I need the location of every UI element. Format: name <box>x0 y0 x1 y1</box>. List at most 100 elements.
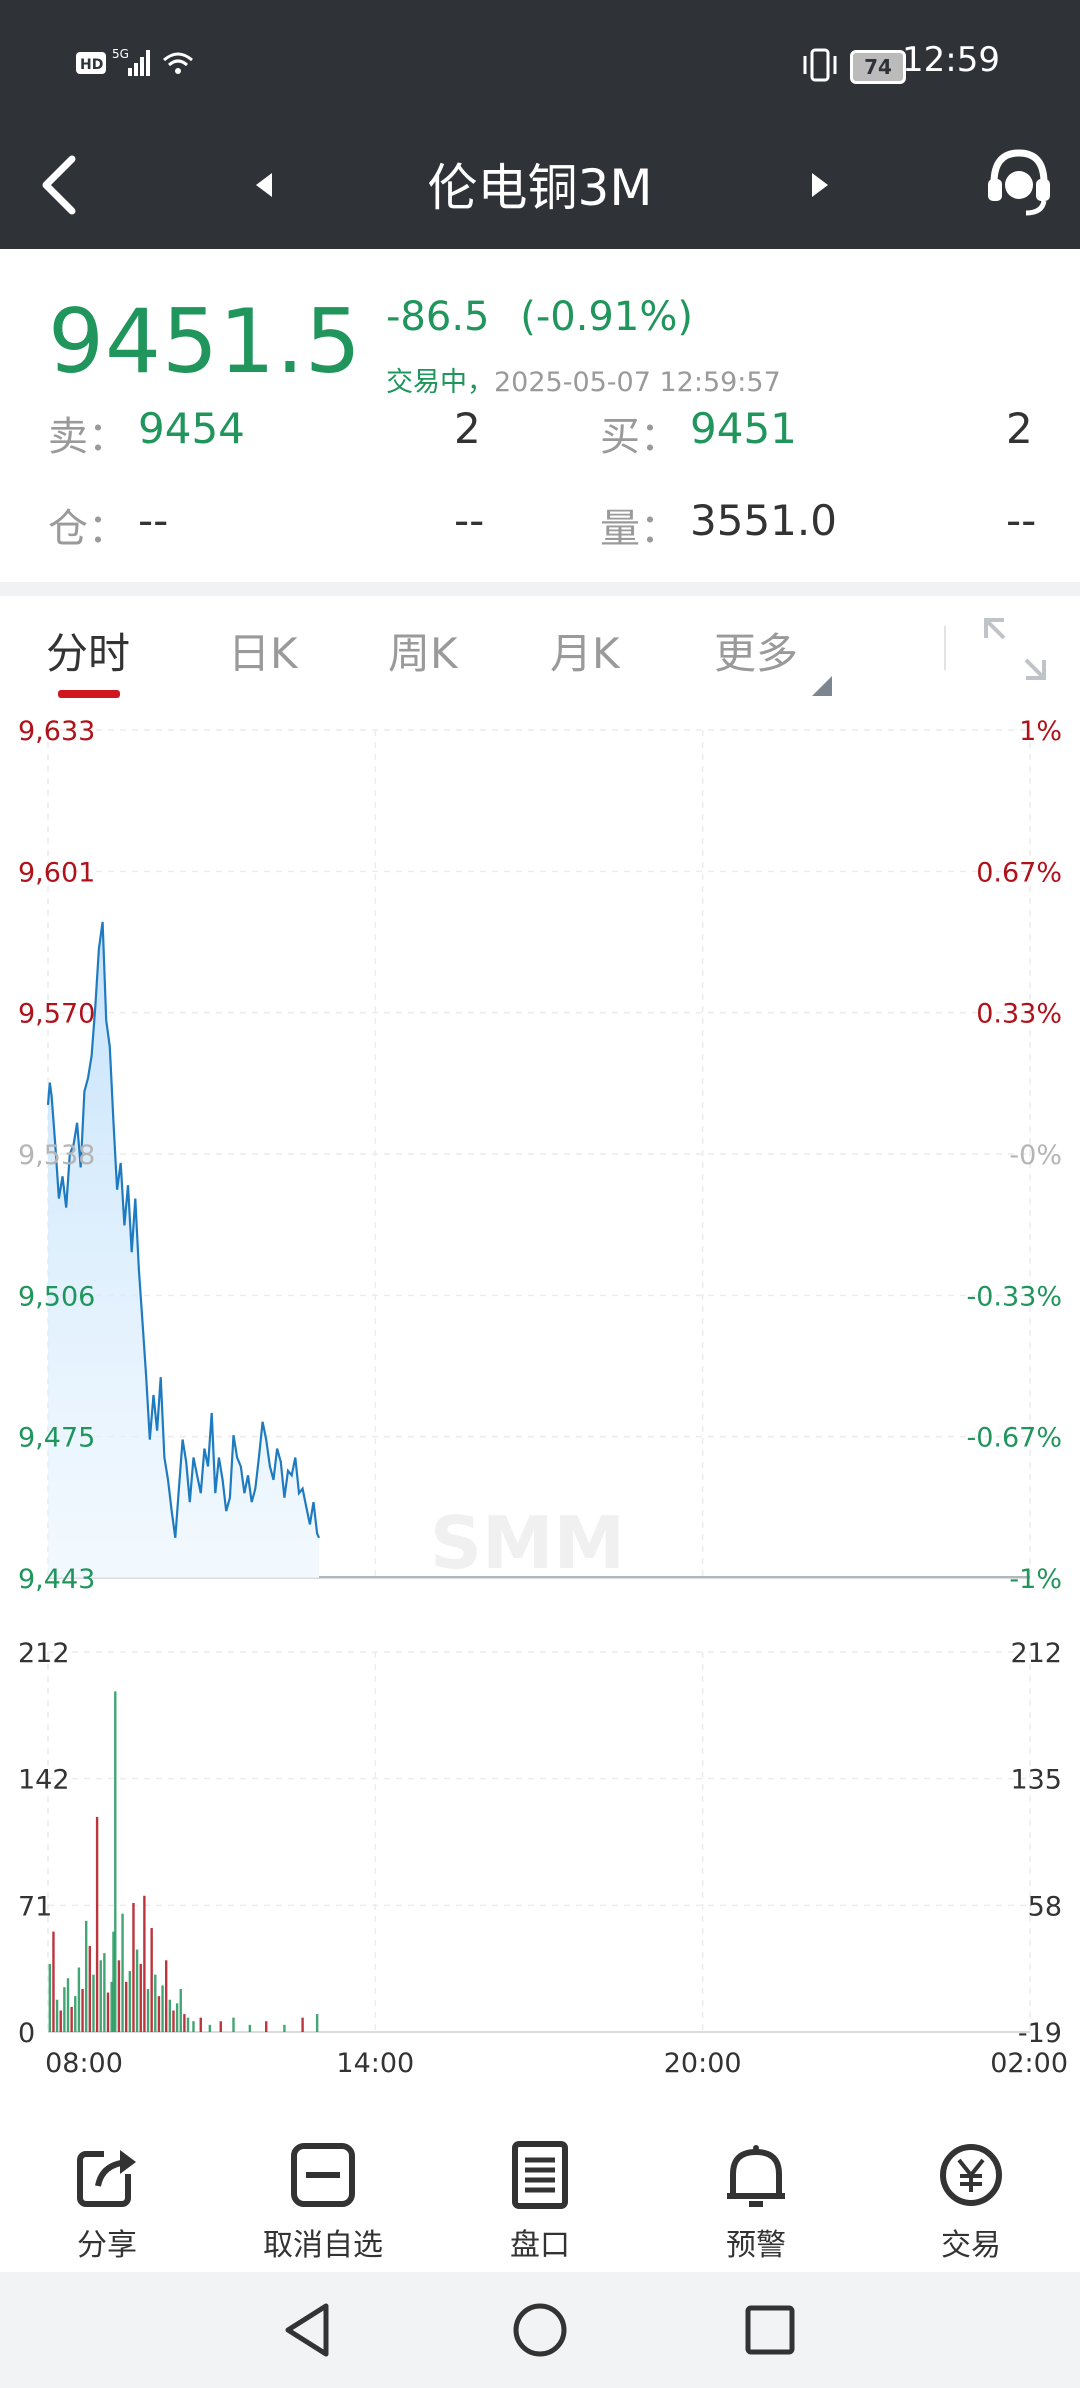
tab-intraday[interactable]: 分时 <box>46 629 131 678</box>
change-value: -86.5 <box>386 294 490 340</box>
price-tick-left: 9,633 <box>18 716 95 747</box>
volume-bar <box>265 2021 268 2032</box>
open-interest-value: -- <box>138 496 169 545</box>
system-nav-bar <box>0 2272 1080 2388</box>
tab-divider <box>944 626 946 670</box>
price-tick-left: 9,601 <box>18 857 95 888</box>
fullscreen-expand-icon[interactable] <box>980 614 1050 684</box>
volume-bar <box>154 1974 157 2032</box>
volume-tick-right: 212 <box>1010 1638 1062 1669</box>
volume-bar <box>172 2010 175 2032</box>
nav-order-book[interactable]: 盘口 <box>465 2140 615 2263</box>
volume-bar <box>74 1996 77 2032</box>
volume-bar <box>59 2010 62 2032</box>
volume-bar <box>165 1960 168 2032</box>
volume-bar <box>315 2014 319 2032</box>
volume-tick-left: 0 <box>18 2018 35 2049</box>
volume-bar <box>248 2024 252 2032</box>
price-tick-left: 9,475 <box>18 1423 95 1454</box>
volume-bar <box>283 2024 286 2032</box>
remove-watchlist-icon <box>291 2143 355 2207</box>
time-tick: 02:00 <box>990 2048 1068 2079</box>
nav-order-book-label: 盘口 <box>510 2228 570 2263</box>
time-tick: 08:00 <box>45 2048 123 2079</box>
more-dropdown-icon <box>810 674 834 702</box>
nav-remove-watchlist[interactable]: 取消自选 <box>248 2140 398 2263</box>
change-percent: (-0.91%) <box>520 294 693 340</box>
volume-bar <box>146 1988 150 2032</box>
customer-service-headset-icon[interactable] <box>984 143 1054 223</box>
volume-bar <box>179 1988 182 2032</box>
nav-home-icon[interactable] <box>508 2298 572 2366</box>
sell-price: 9454 <box>138 404 245 453</box>
nav-trade[interactable]: 交易 <box>896 2140 1046 2263</box>
volume-bar <box>161 1985 164 2032</box>
axis-labels: 9,633 9,601 9,570 9,538 9,506 9,475 9,443 1% 0.6… <box>18 716 1068 2079</box>
volume-bar <box>70 2006 73 2032</box>
tab-monthly-k[interactable]: 月K <box>550 629 620 678</box>
time-tick: 20:00 <box>664 2048 742 2079</box>
back-chevron-icon[interactable] <box>28 149 88 219</box>
chart-watermark: SMM <box>430 1501 625 1585</box>
tab-daily-k[interactable]: 日K <box>228 629 298 678</box>
volume-bar <box>48 1963 52 2032</box>
volume-bar <box>66 1978 70 2032</box>
volume-bar <box>199 2017 202 2032</box>
trade-status-line: 交易中，2025-05-07 12:59:57 <box>386 360 781 399</box>
volume-bar <box>92 1974 95 2032</box>
buy-price: 9451 <box>690 404 797 453</box>
price-change: -86.5 (-0.91%) <box>386 294 693 340</box>
volume-bar <box>103 1953 106 2032</box>
last-price: 9451.5 <box>48 290 362 393</box>
nav-trade-label: 交易 <box>941 2228 1001 2263</box>
percent-tick-right: -0.67% <box>966 1423 1062 1454</box>
yen-circle-icon <box>940 2144 1002 2206</box>
triangle-right-icon[interactable] <box>800 155 840 215</box>
price-line <box>46 921 321 1539</box>
volume-bar <box>186 2017 190 2032</box>
intraday-chart[interactable]: SMM 9,633 9,601 9,570 9,538 9,506 9,475 9,443 1… <box>0 700 1080 2080</box>
section-divider <box>0 582 1080 596</box>
percent-tick-right: 0.33% <box>976 999 1062 1030</box>
volume-bar <box>175 2003 179 2032</box>
svg-text:HD: HD <box>80 57 103 73</box>
nav-back-icon[interactable] <box>276 2298 340 2366</box>
nav-share[interactable]: 分享 <box>32 2140 182 2263</box>
volume-bar <box>192 2021 195 2032</box>
volume-bar <box>219 2021 222 2032</box>
status-time: 12:59 <box>902 40 1000 80</box>
volume-bar <box>88 1945 92 2032</box>
volume-bar <box>132 1902 135 2032</box>
open-interest-label: 仓： <box>48 506 128 552</box>
volume-tick-left: 71 <box>18 1891 52 1922</box>
volume-bar <box>84 1920 88 2032</box>
nav-alert-label: 预警 <box>726 2228 786 2263</box>
volume-bars <box>48 1691 319 2032</box>
price-tick-left: 9,538 <box>18 1140 95 1171</box>
volume-change: -- <box>1006 496 1037 545</box>
tab-more[interactable]: 更多 <box>714 629 799 678</box>
volume-bar <box>232 2017 235 2032</box>
volume-tick-right: 135 <box>1010 1765 1062 1796</box>
volume-tick-left: 212 <box>18 1638 70 1669</box>
nav-recents-icon[interactable] <box>738 2298 802 2366</box>
volume-bar <box>63 1987 66 2032</box>
volume-bar <box>139 1963 142 2032</box>
volume-bar <box>135 1949 139 2032</box>
percent-tick-right: -1% <box>1009 1564 1062 1595</box>
volume-bar <box>106 1992 110 2032</box>
volume-bar <box>81 1988 84 2032</box>
volume-bar <box>301 2017 304 2032</box>
nav-alert[interactable]: 预警 <box>681 2140 831 2263</box>
share-icon <box>77 2150 136 2207</box>
bell-alert-icon <box>727 2145 785 2207</box>
volume-bar <box>114 1691 117 2032</box>
battery-icon: 74 <box>850 50 906 84</box>
volume-bar <box>117 1960 121 2032</box>
percent-tick-right: 1% <box>1019 716 1062 747</box>
tab-weekly-k[interactable]: 周K <box>388 629 458 678</box>
triangle-left-icon[interactable] <box>244 155 284 215</box>
volume-tick-right: -19 <box>1018 2018 1062 2049</box>
vibrate-icon <box>800 48 840 86</box>
price-area-fill <box>48 921 319 1578</box>
